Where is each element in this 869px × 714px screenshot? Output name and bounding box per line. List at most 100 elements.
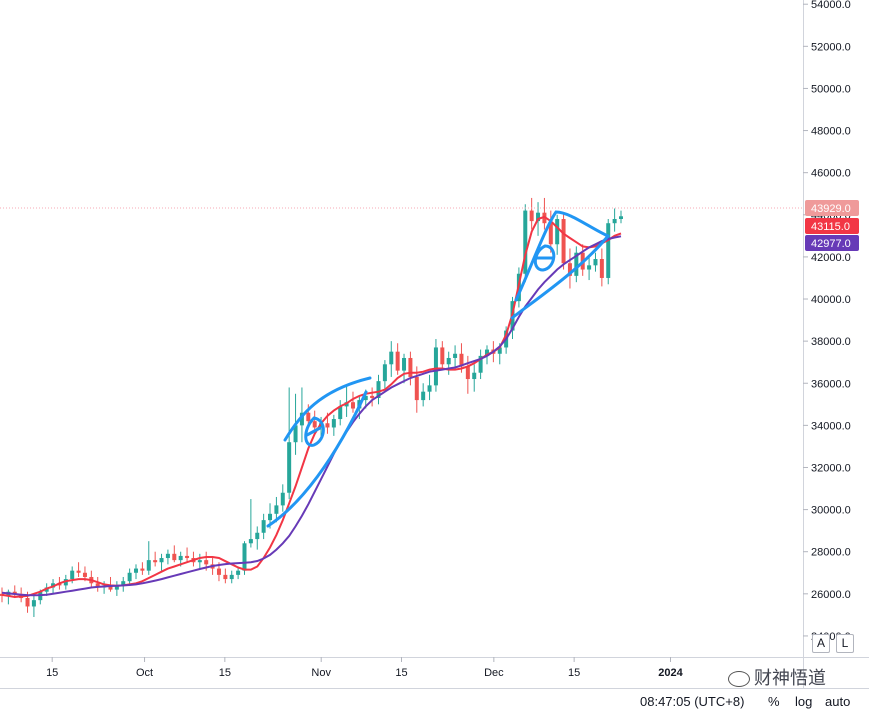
candle-body bbox=[395, 351, 400, 371]
candle-body bbox=[402, 357, 407, 371]
x-tick-label: Dec bbox=[484, 667, 504, 679]
candle-body bbox=[261, 520, 266, 533]
watermark: 财神悟道 bbox=[728, 664, 826, 690]
drawing-circle-right bbox=[533, 244, 556, 272]
candle-body bbox=[70, 570, 75, 580]
candle-body bbox=[465, 366, 470, 380]
y-tick-label: 46000.0 bbox=[811, 168, 851, 180]
y-tick-label: 26000.0 bbox=[811, 589, 851, 601]
candle-body bbox=[593, 259, 598, 266]
candle-body bbox=[350, 402, 355, 409]
candle-body bbox=[484, 349, 489, 356]
candle-body bbox=[12, 591, 17, 594]
candle-body bbox=[548, 223, 553, 245]
moving-average-layer bbox=[1, 215, 622, 599]
candle-body bbox=[127, 572, 132, 582]
candle-body bbox=[363, 395, 368, 401]
y-tick-label: 42000.0 bbox=[811, 252, 851, 264]
y-tick-label: 48000.0 bbox=[811, 126, 851, 138]
candle-body bbox=[108, 585, 113, 590]
candle-body bbox=[121, 581, 126, 586]
candle-body bbox=[453, 353, 458, 358]
log-toggle[interactable]: log bbox=[795, 694, 813, 709]
candle-body bbox=[561, 219, 566, 264]
time-readout: 08:47:05 (UTC+8) bbox=[640, 694, 745, 709]
auto-toggle[interactable]: auto bbox=[825, 694, 851, 709]
x-tick-label: 15 bbox=[219, 667, 231, 679]
candle-body bbox=[280, 492, 285, 506]
candle-body bbox=[140, 568, 145, 571]
x-tick-label: 15 bbox=[395, 667, 407, 679]
candle-body bbox=[612, 219, 617, 224]
candle-body bbox=[319, 423, 324, 428]
candle-body bbox=[299, 412, 304, 426]
y-tick-label: 50000.0 bbox=[811, 83, 851, 95]
y-tick-label: 32000.0 bbox=[811, 462, 851, 474]
price-tag-label: 43929.0 bbox=[811, 203, 851, 215]
log-scale-l-button[interactable]: L bbox=[836, 634, 854, 653]
candle-body bbox=[421, 391, 426, 401]
candle-body bbox=[619, 216, 623, 219]
candle-body bbox=[574, 252, 579, 276]
candle-body bbox=[606, 223, 611, 278]
candle-body bbox=[178, 555, 183, 561]
drawing-trend-arc bbox=[283, 376, 372, 442]
candle-body bbox=[0, 593, 4, 596]
candle-body bbox=[338, 406, 343, 420]
candle-body bbox=[312, 421, 317, 428]
candle-body bbox=[567, 263, 572, 276]
candle-body bbox=[76, 570, 81, 573]
candle-body bbox=[25, 598, 30, 607]
candle-body bbox=[599, 259, 604, 278]
candle-body bbox=[306, 412, 311, 422]
x-tick-label: Oct bbox=[136, 667, 153, 679]
y-tick-label: 30000.0 bbox=[811, 505, 851, 517]
candle-body bbox=[229, 574, 234, 580]
candle-body bbox=[153, 560, 158, 563]
x-tick-label: 2024 bbox=[658, 667, 683, 679]
y-tick-label: 40000.0 bbox=[811, 294, 851, 306]
price-tags: 43929.0 43115.0 42977.0 bbox=[805, 200, 859, 251]
candle-body bbox=[223, 574, 228, 580]
candle-body bbox=[293, 425, 298, 443]
candle-body bbox=[587, 265, 592, 270]
candle-body bbox=[172, 553, 177, 561]
x-tick-label: 15 bbox=[568, 667, 580, 679]
price-tag bbox=[805, 235, 859, 251]
candle-body bbox=[95, 583, 100, 588]
candle-body bbox=[185, 555, 190, 559]
candle-body bbox=[523, 210, 528, 274]
ma-line-1 bbox=[1, 235, 622, 597]
price-tag-label: 42977.0 bbox=[811, 238, 851, 250]
candle-body bbox=[459, 353, 464, 367]
price-tag bbox=[805, 200, 859, 216]
drawing-lower-line bbox=[510, 234, 610, 320]
price-tag-label: 43115.0 bbox=[811, 221, 850, 233]
candle-body bbox=[408, 357, 413, 377]
candle-body bbox=[165, 553, 170, 559]
y-tick-label: 36000.0 bbox=[811, 378, 851, 390]
y-tick-label: 52000.0 bbox=[811, 41, 851, 53]
candle-body bbox=[472, 372, 477, 380]
percent-toggle[interactable]: % bbox=[768, 694, 780, 709]
candle-body bbox=[248, 539, 253, 544]
price-chart[interactable]: 54000.052000.050000.048000.046000.044000… bbox=[0, 0, 869, 688]
candle-body bbox=[204, 560, 209, 565]
drawing-rising-line bbox=[266, 390, 368, 528]
candle-body bbox=[433, 347, 438, 386]
candle-body bbox=[31, 600, 36, 607]
auto-scale-a-button[interactable]: A bbox=[812, 634, 830, 653]
candle-body bbox=[274, 505, 279, 514]
y-tick-label: 34000.0 bbox=[811, 420, 851, 432]
candle-body bbox=[555, 219, 560, 245]
candle-body bbox=[287, 442, 292, 493]
candle-body bbox=[114, 585, 119, 590]
y-tick-label: 38000.0 bbox=[811, 336, 851, 348]
x-tick-label: Nov bbox=[311, 667, 331, 679]
drawing-upper-curve bbox=[514, 210, 610, 302]
candle-body bbox=[82, 572, 87, 577]
candle-body bbox=[389, 351, 394, 365]
candle-body bbox=[370, 395, 375, 398]
candle-body bbox=[268, 513, 273, 521]
candle-body bbox=[440, 347, 445, 365]
